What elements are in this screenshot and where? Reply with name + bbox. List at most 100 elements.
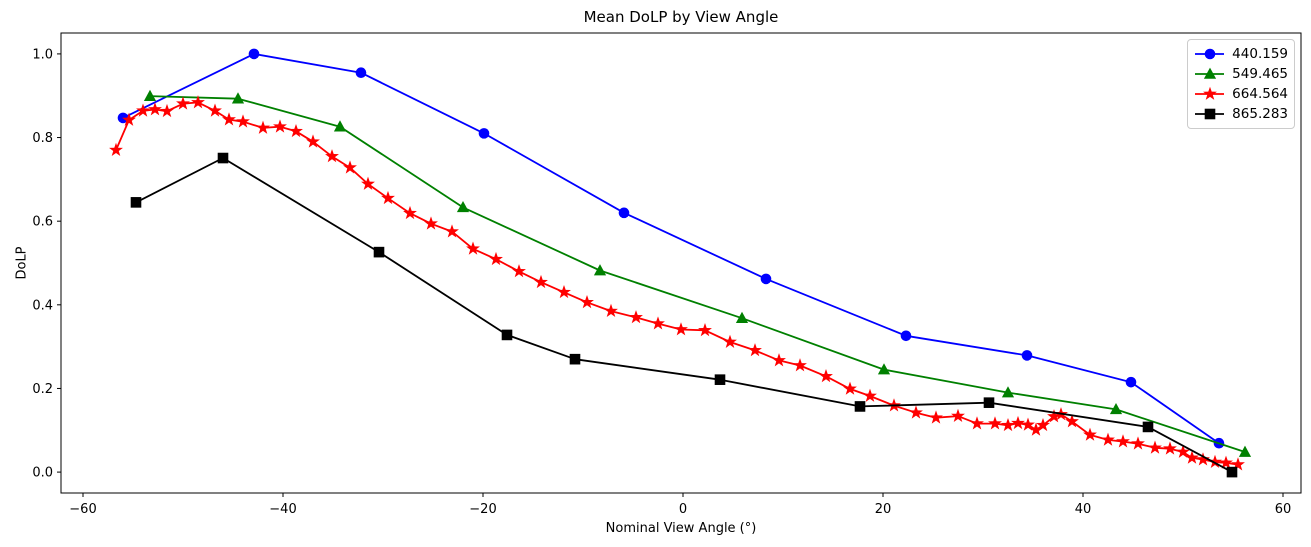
star-marker-icon — [325, 149, 339, 163]
star-marker-icon — [1163, 441, 1177, 455]
legend: 440.159 549.465 664.564 865.283 — [1187, 39, 1295, 129]
star-marker-icon — [1219, 455, 1233, 469]
square-marker-icon — [854, 401, 866, 412]
star-marker-icon — [970, 416, 984, 430]
x-tick-label: 0 — [679, 502, 687, 517]
star-marker-icon — [748, 343, 762, 357]
square-marker-icon — [569, 353, 581, 365]
circle-legend-marker-icon — [1195, 48, 1225, 60]
star-marker-icon — [176, 96, 190, 110]
star-marker-icon — [191, 95, 205, 109]
star-marker-icon — [222, 112, 236, 126]
square-marker-icon — [501, 329, 513, 341]
square-marker-icon — [983, 397, 995, 408]
y-tick-label: 1.0 — [32, 47, 53, 62]
x-tick-label: 40 — [1075, 502, 1092, 517]
x-tick-label: −40 — [269, 502, 296, 517]
star-marker-icon — [604, 303, 618, 318]
star-marker-icon — [361, 176, 375, 190]
y-tick-label: 0.8 — [32, 131, 53, 146]
triangle-marker-icon — [231, 92, 245, 104]
x-axis-label: Nominal View Angle (°) — [605, 521, 757, 536]
star-marker-icon — [160, 103, 174, 118]
star-marker-icon — [534, 274, 548, 289]
y-tick-label: 0.0 — [32, 466, 53, 481]
series-line — [135, 157, 1233, 473]
legend-item-664.564: 664.564 — [1194, 85, 1288, 103]
star-marker-icon — [819, 369, 833, 383]
series-line — [115, 101, 1239, 466]
star-marker-icon — [343, 160, 357, 174]
star-marker-icon — [1011, 415, 1025, 430]
legend-label: 440.159 — [1232, 46, 1288, 62]
star-marker-icon — [1231, 457, 1245, 471]
triangle-marker-icon — [1001, 386, 1015, 398]
square-legend-marker-icon — [1195, 108, 1225, 120]
star-marker-icon — [306, 134, 320, 148]
star-marker-icon — [1021, 417, 1035, 431]
star-marker-icon — [1029, 422, 1043, 436]
star-marker-icon — [1001, 417, 1015, 432]
series-549.465 — [143, 89, 1252, 457]
legend-item-549.465: 549.465 — [1194, 65, 1288, 83]
star-marker-icon — [772, 353, 786, 367]
legend-label: 865.283 — [1232, 106, 1288, 122]
star-marker-icon — [629, 310, 643, 324]
axes-frame — [60, 32, 1302, 494]
star-marker-icon — [1208, 454, 1222, 468]
triangle-marker-icon — [1109, 402, 1123, 415]
circle-marker-icon — [248, 48, 260, 60]
star-marker-icon — [403, 205, 417, 220]
triangle-marker-icon — [333, 120, 347, 132]
square-marker-icon — [714, 374, 726, 385]
star-marker-icon — [1101, 432, 1115, 446]
triangle-marker-icon — [1238, 445, 1252, 457]
series-865.283 — [130, 152, 1238, 478]
series-440.159 — [117, 48, 1225, 449]
star-marker-icon — [1065, 414, 1079, 428]
square-marker-icon — [217, 152, 229, 164]
star-marker-icon — [557, 284, 571, 299]
star-marker-icon — [489, 251, 503, 266]
star-marker-icon — [988, 416, 1002, 430]
star-marker-icon — [445, 224, 459, 238]
star-marker-icon — [698, 323, 712, 337]
square-marker-icon — [373, 246, 385, 258]
star-marker-icon — [651, 316, 665, 330]
x-tick-label: 60 — [1275, 502, 1292, 517]
circle-marker-icon — [355, 67, 367, 79]
star-marker-icon — [1148, 440, 1162, 454]
star-marker-icon — [381, 190, 395, 205]
star-marker-icon — [1083, 427, 1097, 441]
triangle-marker-icon — [735, 311, 749, 323]
star-marker-icon — [909, 405, 923, 419]
triangle-marker-icon — [593, 264, 607, 276]
chart-title: Mean DoLP by View Angle — [583, 8, 779, 26]
triangle-legend-marker-icon — [1195, 67, 1225, 79]
circle-marker-icon — [760, 273, 772, 285]
legend-item-440.159: 440.159 — [1194, 45, 1288, 63]
series-664.564 — [109, 95, 1245, 471]
square-marker-icon — [1226, 466, 1238, 478]
star-marker-icon — [863, 388, 877, 402]
triangle-marker-icon — [877, 363, 891, 375]
star-marker-icon — [109, 142, 123, 157]
star-marker-icon — [1185, 450, 1199, 464]
x-tick-label: −60 — [69, 502, 96, 517]
star-marker-icon — [723, 334, 737, 348]
star-marker-icon — [1116, 434, 1130, 448]
square-marker-icon — [1142, 421, 1154, 433]
star-marker-icon — [1047, 409, 1061, 423]
star-marker-icon — [512, 264, 526, 278]
star-marker-icon — [674, 322, 688, 336]
x-axis: −60 −40 −20 0 20 40 60 — [69, 493, 1291, 517]
star-marker-icon — [580, 295, 594, 309]
circle-marker-icon — [478, 128, 490, 139]
star-marker-icon — [1131, 436, 1145, 450]
square-marker-icon — [130, 197, 142, 208]
star-marker-icon — [148, 102, 162, 116]
star-marker-icon — [122, 112, 136, 126]
circle-marker-icon — [1125, 376, 1137, 388]
series-line — [149, 95, 1246, 453]
x-tick-label: 20 — [875, 502, 892, 517]
